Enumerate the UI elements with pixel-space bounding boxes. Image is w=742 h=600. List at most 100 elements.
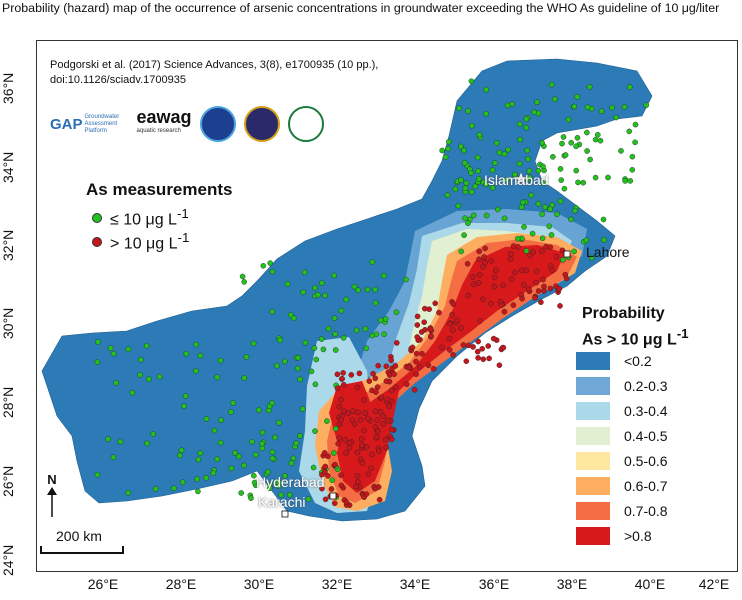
measurement-point — [152, 486, 159, 492]
measurement-point — [378, 394, 385, 401]
measurement-point — [350, 408, 356, 415]
measurement-point — [501, 151, 508, 157]
measurement-point — [474, 348, 481, 355]
measurement-point — [239, 273, 246, 280]
measurement-point — [328, 486, 335, 492]
measurement-point — [197, 352, 204, 359]
x-tick-32E: 32°E — [321, 576, 353, 592]
measurement-point — [458, 248, 465, 255]
legend-class-label: 0.5-0.6 — [624, 453, 668, 469]
measurement-point — [338, 416, 344, 423]
measurement-point — [228, 465, 235, 472]
legend-class-label: >0.8 — [624, 528, 652, 544]
measurement-point — [461, 160, 468, 166]
measurement-point — [366, 378, 373, 384]
y-tick-24N: 24°N — [0, 544, 16, 576]
measurement-point — [519, 295, 525, 302]
measurement-point — [482, 259, 488, 266]
measurement-point — [381, 331, 387, 338]
measurement-point — [343, 296, 350, 303]
measurement-point — [562, 152, 569, 158]
comsats-seal-icon — [199, 106, 236, 142]
city-label-karachi: Karachi — [258, 494, 306, 510]
measurement-point — [586, 84, 593, 90]
measurement-point — [483, 212, 490, 219]
logo-strip: GAP Groundwater Assessment Platform eawa… — [50, 104, 324, 144]
legend-swatch — [576, 402, 610, 420]
measurement-point — [354, 384, 361, 391]
measurement-point — [548, 81, 555, 88]
measurement-point — [524, 147, 531, 154]
legend-class-row: 0.5-0.6 — [576, 450, 726, 472]
citation-line-2: doi:10.1126/sciadv.1700935 — [50, 74, 186, 86]
measurement-point — [358, 436, 365, 442]
measurement-point — [386, 403, 393, 410]
measurement-point — [250, 472, 257, 479]
measurement-point — [375, 428, 381, 434]
measurement-point — [403, 276, 409, 283]
measurement-point — [319, 485, 325, 492]
measurement-point — [475, 280, 482, 286]
legend-swatch — [576, 477, 610, 495]
gap-logo-mark: GAP — [50, 115, 83, 133]
measurement-point — [491, 274, 498, 281]
measurement-point — [492, 160, 498, 166]
measurement-point — [269, 449, 276, 455]
measurement-point — [322, 292, 328, 299]
measurement-point — [94, 471, 101, 478]
measurement-point — [393, 340, 400, 346]
islamabad-star-icon — [513, 171, 529, 186]
measurements-legend-title: As measurements — [86, 180, 233, 199]
measurement-point — [372, 286, 379, 293]
probability-title-line-1: Probability — [582, 305, 665, 322]
measurement-point — [331, 272, 337, 279]
measurement-point — [334, 385, 341, 392]
measurement-point — [531, 109, 537, 115]
x-tick-40E: 40°E — [634, 576, 666, 592]
measurement-point — [302, 339, 309, 346]
measurement-point — [194, 476, 200, 482]
citation: Podgorski et al. (2017) Science Advances… — [50, 58, 378, 88]
legend-class-label: 0.3-0.4 — [624, 403, 668, 419]
measurement-point — [450, 351, 456, 358]
measurement-point — [297, 376, 304, 383]
measurement-point — [374, 417, 381, 424]
measurement-point — [267, 260, 273, 266]
measurement-point — [489, 167, 496, 173]
measurement-point — [383, 444, 390, 451]
measurement-point — [588, 254, 595, 261]
measurement-point — [427, 326, 434, 333]
measurement-point — [310, 464, 317, 471]
measurement-point — [281, 358, 288, 365]
measurement-point — [359, 442, 365, 449]
legend-low-label: ≤ 10 μg L-1 — [110, 206, 189, 229]
measurement-point — [447, 321, 453, 327]
measurement-point — [214, 456, 220, 463]
measurement-point — [354, 449, 361, 456]
measurement-point — [414, 322, 421, 328]
map-title: Probability (hazard) map of the occurren… — [2, 1, 720, 15]
measurement-point — [488, 257, 495, 264]
measurement-point — [275, 483, 282, 490]
legend-class-label: 0.2-0.3 — [624, 378, 668, 394]
measurement-point — [373, 389, 379, 395]
measurement-point — [192, 368, 199, 374]
measurement-point — [477, 271, 483, 278]
measurement-point — [342, 436, 348, 443]
measurement-point — [297, 432, 303, 439]
measurement-point — [517, 136, 524, 143]
legend-low-exponent: -1 — [176, 206, 189, 221]
university-seal-icon — [243, 106, 280, 142]
measurement-point — [465, 292, 472, 299]
measurement-point — [419, 350, 425, 357]
measurement-point — [290, 455, 297, 462]
zone-above-0.8 — [337, 245, 565, 493]
measurement-point — [476, 256, 482, 263]
country-outline — [41, 58, 653, 522]
measurement-point — [520, 199, 526, 206]
measurement-point — [354, 472, 361, 479]
measurement-point — [325, 453, 331, 460]
x-tick-34E: 34°E — [399, 576, 431, 592]
measurement-point — [375, 484, 382, 490]
measurement-point — [348, 372, 355, 378]
